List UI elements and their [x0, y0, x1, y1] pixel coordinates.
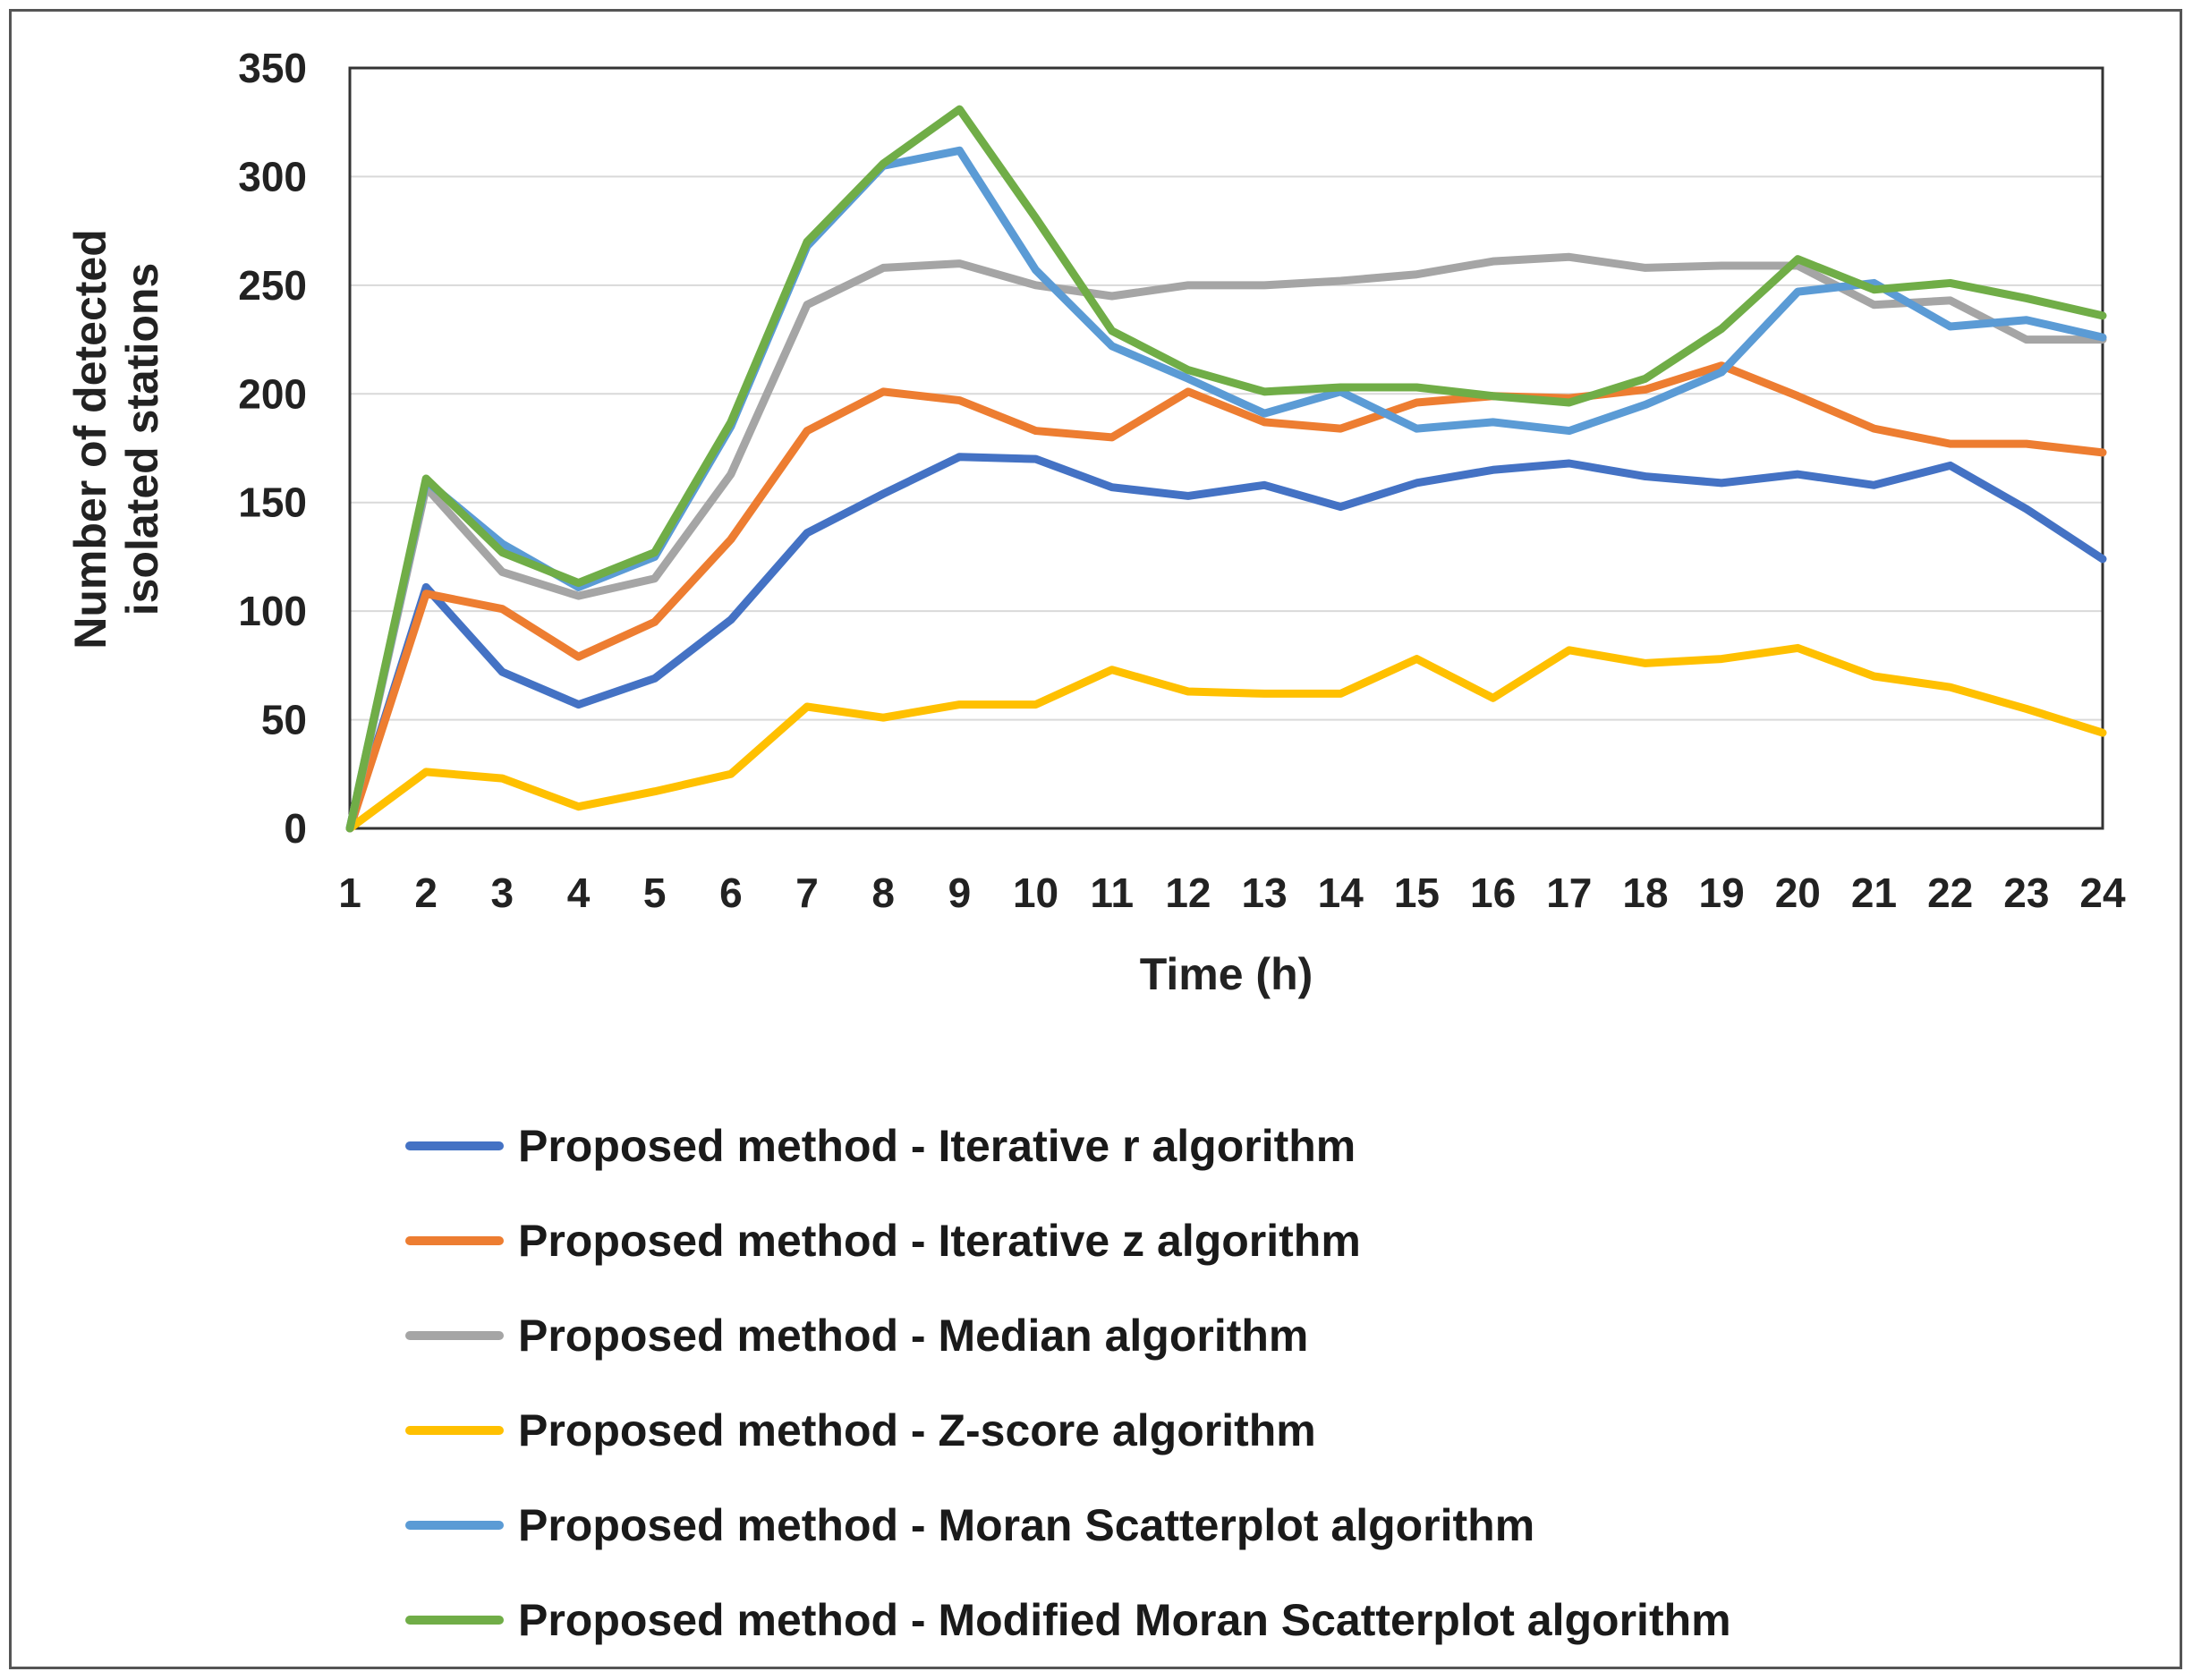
- legend-item: Proposed method - Iterative r algorithm: [405, 1099, 1731, 1193]
- legend-item: Proposed method - Median algorithm: [405, 1288, 1731, 1383]
- x-tick-label: 12: [1165, 870, 1211, 916]
- plot-area: [348, 66, 2104, 830]
- x-tick-label: 2: [414, 870, 438, 916]
- y-tick-label: 250: [238, 262, 307, 309]
- series-line: [345, 361, 2107, 833]
- y-tick-label: 100: [238, 588, 307, 634]
- y-tick-label: 200: [238, 370, 307, 417]
- x-tick-label: 10: [1013, 870, 1058, 916]
- legend-item: Proposed method - Z-score algorithm: [405, 1383, 1731, 1478]
- legend-label: Proposed method - Z-score algorithm: [518, 1405, 1316, 1455]
- legend-label: Proposed method - Median algorithm: [518, 1311, 1309, 1361]
- x-tick-label: 21: [1851, 870, 1897, 916]
- y-axis-title-line-1: Number of detected: [65, 229, 115, 649]
- legend-item: Proposed method - Modified Moran Scatter…: [405, 1573, 1731, 1667]
- legend-item: Proposed method - Iterative z algorithm: [405, 1193, 1731, 1288]
- y-axis-ticks: 0 50 100 150 200 250 300 350: [238, 45, 307, 852]
- legend-label: Proposed method - Modified Moran Scatter…: [518, 1595, 1731, 1645]
- series-line: [345, 252, 2107, 833]
- x-tick-label: 13: [1242, 870, 1288, 916]
- x-tick-label: 1: [338, 870, 361, 916]
- x-tick-label: 5: [643, 870, 667, 916]
- x-tick-label: 8: [871, 870, 895, 916]
- legend-label: Proposed method - Iterative z algorithm: [518, 1216, 1361, 1266]
- legend-label: Proposed method - Moran Scatterplot algo…: [518, 1500, 1535, 1550]
- y-tick-label: 150: [238, 479, 307, 526]
- series-line: [345, 453, 2107, 833]
- legend-swatch: [405, 1141, 504, 1150]
- legend-swatch: [405, 1236, 504, 1245]
- x-tick-label: 24: [2079, 870, 2126, 916]
- y-tick-label: 300: [238, 153, 307, 199]
- x-tick-label: 15: [1394, 870, 1440, 916]
- legend-swatch: [405, 1521, 504, 1530]
- series-line: [345, 146, 2107, 833]
- x-tick-label: 4: [567, 870, 591, 916]
- y-tick-label: 50: [261, 697, 307, 743]
- series-lines: [345, 105, 2107, 833]
- x-tick-label: 23: [2003, 870, 2049, 916]
- x-tick-label: 6: [719, 870, 743, 916]
- x-tick-label: 11: [1090, 870, 1134, 916]
- legend-swatch: [405, 1331, 504, 1340]
- y-tick-label: 0: [284, 805, 307, 852]
- x-tick-label: 19: [1699, 870, 1745, 916]
- y-tick-label: 350: [238, 45, 307, 91]
- legend: Proposed method - Iterative r algorithm …: [405, 1099, 1731, 1667]
- legend-swatch: [405, 1616, 504, 1625]
- legend-swatch: [405, 1426, 504, 1435]
- x-tick-label: 17: [1546, 870, 1592, 916]
- x-tick-label: 14: [1318, 870, 1364, 916]
- x-tick-label: 7: [795, 870, 819, 916]
- x-tick-label: 9: [948, 870, 972, 916]
- x-axis-title: Time (h): [1140, 949, 1313, 999]
- x-tick-label: 3: [491, 870, 514, 916]
- x-tick-label: 22: [1927, 870, 1973, 916]
- x-axis-ticks: 1 2 3 4 5 6 7 8 9 10 11 12 13 14 15 16 17 18 19 20 21 22 23 24: [338, 870, 2126, 916]
- series-line: [345, 643, 2107, 833]
- x-tick-label: 18: [1622, 870, 1668, 916]
- y-axis-title-line-2: isolated stations: [117, 263, 167, 616]
- x-tick-label: 16: [1470, 870, 1516, 916]
- x-tick-label: 20: [1775, 870, 1821, 916]
- series-line: [345, 105, 2107, 833]
- legend-label: Proposed method - Iterative r algorithm: [518, 1121, 1356, 1171]
- legend-item: Proposed method - Moran Scatterplot algo…: [405, 1478, 1731, 1573]
- chart-frame: 0 50 100 150 200 250 300 350 1 2 3 4 5 6 7 8 9 10 11 12 13 1…: [9, 9, 2182, 1669]
